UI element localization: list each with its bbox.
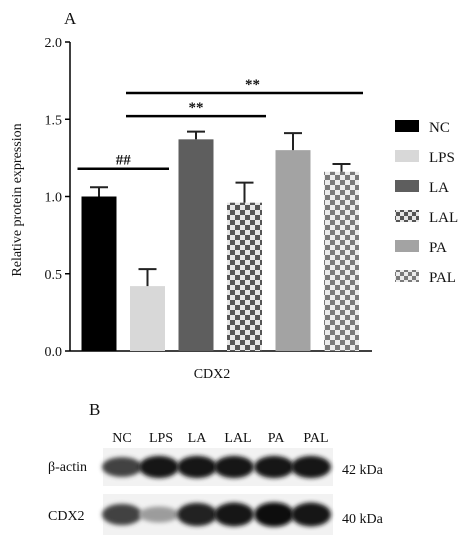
- panel-a-label: A: [64, 9, 77, 28]
- bar-la: [178, 139, 214, 351]
- blot-band-beta-actin: [139, 455, 179, 479]
- blot-band-beta-actin: [214, 455, 254, 479]
- legend-swatch-lps: [395, 150, 419, 162]
- y-axis-label: Relative protein expression: [10, 123, 25, 276]
- bar-pa: [275, 150, 311, 351]
- blot-band-beta-actin: [291, 455, 331, 479]
- legend-label-pa: PA: [429, 240, 447, 256]
- blot-band-cdx2: [214, 502, 254, 527]
- legend-label-lal: LAL: [429, 210, 458, 226]
- blot-lane-label-pa: PA: [268, 431, 286, 446]
- y-tick-label: 1.5: [45, 113, 63, 128]
- blot-lane-label-lal: LAL: [224, 431, 251, 446]
- blot-lane-label-la: LA: [188, 431, 208, 446]
- legend-swatch-la: [395, 180, 419, 192]
- legend-label-pal: PAL: [429, 270, 456, 286]
- legend-swatch-pal: [395, 270, 419, 282]
- blot-lane-label-pal: PAL: [303, 431, 328, 446]
- bar-nc: [81, 196, 117, 351]
- legend-label-lps: LPS: [429, 150, 455, 166]
- blot-band-beta-actin: [254, 455, 294, 479]
- blot-row-label-cdx2: CDX2: [48, 509, 85, 524]
- blot-band-cdx2: [177, 502, 217, 527]
- bar-chart: 0.0 0.5 1.0 1.5 2.0 ## ** **: [45, 36, 372, 360]
- blot-band-cdx2: [102, 503, 142, 526]
- blot-size-label-beta-actin: 42 kDa: [342, 463, 384, 478]
- y-tick-label: 0.0: [45, 345, 63, 360]
- blot-lane-label-lps: LPS: [149, 431, 173, 446]
- western-blot: NC LPS LA LAL PA PAL β-actin 42 kDa CDX2 40 kDa: [48, 431, 384, 535]
- legend-swatch-lal: [395, 210, 419, 222]
- y-tick-label: 1.0: [45, 191, 63, 206]
- blot-band-cdx2: [291, 502, 331, 527]
- significance-label: **: [245, 77, 260, 93]
- significance-label: **: [189, 100, 204, 116]
- legend: NC LPS LA LAL PA PAL: [395, 120, 458, 286]
- blot-size-label-cdx2: 40 kDa: [342, 512, 384, 527]
- panel-b-label: B: [89, 400, 100, 419]
- legend-swatch-pa: [395, 240, 419, 252]
- blot-band-beta-actin: [177, 455, 217, 479]
- legend-label-nc: NC: [429, 120, 450, 136]
- legend-swatch-nc: [395, 120, 419, 132]
- y-tick-label: 2.0: [45, 36, 63, 51]
- x-axis-label: CDX2: [194, 367, 231, 382]
- blot-lane-label-nc: NC: [112, 431, 131, 446]
- bar-lps: [130, 286, 165, 351]
- bar-pal: [324, 171, 359, 351]
- blot-band-beta-actin: [102, 457, 142, 477]
- blot-row-label-beta-actin: β-actin: [48, 460, 87, 475]
- significance-label: ##: [116, 153, 132, 169]
- y-tick-label: 0.5: [45, 268, 63, 283]
- bar-lal: [227, 202, 262, 351]
- blot-band-cdx2: [254, 502, 294, 527]
- legend-label-la: LA: [429, 180, 449, 196]
- blot-band-cdx2: [139, 506, 179, 523]
